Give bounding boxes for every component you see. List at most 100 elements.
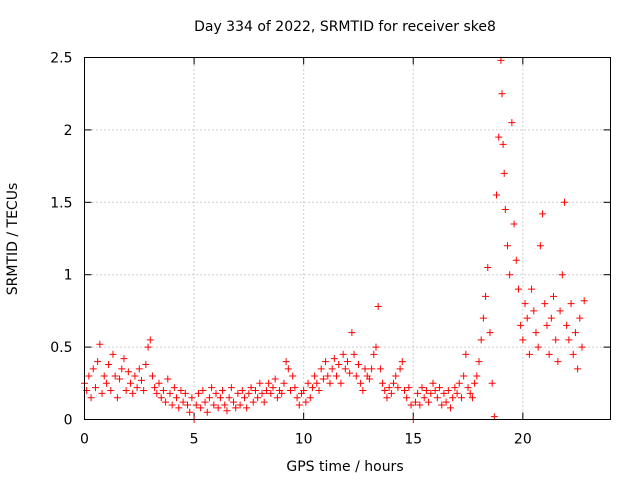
data-point bbox=[155, 379, 163, 387]
data-point bbox=[236, 401, 244, 409]
data-point bbox=[153, 389, 161, 397]
data-point bbox=[164, 375, 172, 383]
data-point bbox=[569, 350, 577, 358]
data-point bbox=[519, 336, 527, 344]
data-point bbox=[339, 350, 347, 358]
data-point bbox=[503, 242, 511, 250]
data-point bbox=[194, 389, 202, 397]
data-point bbox=[403, 394, 411, 402]
y-tick-label: 0 bbox=[64, 413, 73, 429]
data-point bbox=[186, 408, 194, 416]
data-point bbox=[223, 407, 231, 415]
data-point bbox=[98, 389, 106, 397]
data-point bbox=[168, 401, 176, 409]
data-point bbox=[451, 384, 459, 392]
data-point bbox=[383, 394, 391, 402]
data-point bbox=[484, 263, 492, 271]
data-point bbox=[416, 401, 424, 409]
data-point bbox=[162, 398, 170, 406]
data-point bbox=[574, 365, 582, 373]
data-point bbox=[330, 355, 338, 363]
data-point bbox=[466, 389, 474, 397]
data-point bbox=[521, 300, 529, 308]
data-point bbox=[221, 401, 229, 409]
data-point bbox=[359, 387, 367, 395]
data-point bbox=[203, 408, 211, 416]
data-point bbox=[177, 387, 185, 395]
data-point bbox=[475, 358, 483, 366]
data-point bbox=[453, 389, 461, 397]
data-point bbox=[249, 398, 257, 406]
data-point bbox=[308, 384, 316, 392]
data-point bbox=[280, 379, 288, 387]
data-point bbox=[344, 358, 351, 366]
data-point bbox=[536, 242, 544, 250]
data-point bbox=[390, 379, 398, 387]
data-point bbox=[85, 372, 93, 380]
x-tick-label: 15 bbox=[404, 432, 422, 448]
data-point bbox=[543, 321, 551, 329]
data-point bbox=[91, 384, 99, 392]
data-point bbox=[429, 379, 437, 387]
data-point bbox=[506, 271, 514, 279]
data-point bbox=[554, 358, 562, 366]
data-point bbox=[243, 404, 251, 412]
data-point bbox=[385, 384, 393, 392]
data-point bbox=[319, 375, 327, 383]
data-point bbox=[374, 303, 382, 311]
data-point bbox=[433, 394, 441, 402]
data-point bbox=[407, 401, 415, 409]
data-point bbox=[411, 398, 419, 406]
x-tick-label: 0 bbox=[80, 432, 89, 448]
data-point bbox=[477, 336, 485, 344]
data-point bbox=[295, 401, 303, 409]
data-point bbox=[287, 387, 295, 395]
data-point bbox=[118, 365, 126, 373]
data-point bbox=[129, 389, 137, 397]
data-point bbox=[159, 387, 167, 395]
data-point bbox=[387, 389, 395, 397]
data-point bbox=[315, 387, 323, 395]
data-point bbox=[120, 355, 128, 363]
data-point bbox=[107, 387, 115, 395]
data-point bbox=[234, 389, 242, 397]
data-point bbox=[532, 329, 540, 337]
data-point bbox=[418, 384, 426, 392]
data-point bbox=[335, 360, 343, 368]
data-point bbox=[311, 372, 319, 380]
gridlines bbox=[84, 57, 611, 420]
data-point bbox=[405, 384, 413, 392]
data-point bbox=[580, 297, 588, 305]
data-point bbox=[455, 379, 463, 387]
data-point bbox=[398, 358, 406, 366]
data-point bbox=[346, 369, 354, 377]
data-point bbox=[510, 220, 518, 228]
data-point bbox=[350, 350, 358, 358]
data-point bbox=[444, 387, 452, 395]
data-point bbox=[396, 365, 404, 373]
data-point bbox=[100, 372, 108, 380]
data-point bbox=[219, 387, 227, 395]
data-point bbox=[302, 398, 310, 406]
data-point bbox=[313, 379, 321, 387]
data-point bbox=[179, 398, 187, 406]
data-point bbox=[273, 394, 281, 402]
data-point bbox=[192, 401, 200, 409]
data-point bbox=[94, 358, 102, 366]
data-point bbox=[512, 256, 520, 264]
chart-title: Day 334 of 2022, SRMTID for receiver ske… bbox=[194, 19, 496, 35]
data-point bbox=[214, 404, 222, 412]
data-point bbox=[539, 210, 547, 218]
data-point bbox=[260, 398, 268, 406]
data-point bbox=[208, 384, 216, 392]
data-point bbox=[197, 404, 205, 412]
data-point bbox=[354, 360, 362, 368]
data-point bbox=[547, 314, 555, 322]
data-point bbox=[379, 379, 387, 387]
y-axis-ticks: 0 0.5 1 1.5 2 2.5 bbox=[50, 51, 611, 429]
data-point bbox=[247, 384, 255, 392]
data-point bbox=[278, 389, 286, 397]
data-point bbox=[142, 360, 150, 368]
data-point bbox=[370, 350, 378, 358]
data-point bbox=[146, 336, 154, 344]
